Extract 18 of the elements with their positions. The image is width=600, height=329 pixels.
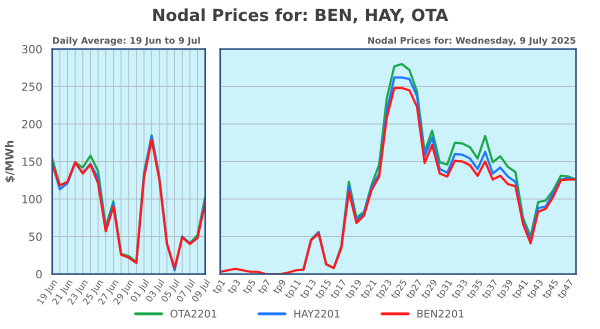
x-tick-label: tp5 xyxy=(242,279,258,296)
text: Nodal Prices for: BEN, HAY, OTA xyxy=(153,8,448,24)
y-tick-label: 50 xyxy=(29,232,42,241)
y-tick-label: 150 xyxy=(22,158,42,166)
y-tick-label: 0 xyxy=(36,270,42,278)
chart-subtitle: Daily Average: 19 Jun to 9 Jul xyxy=(53,36,200,46)
x-tick-label: tp3 xyxy=(227,278,242,296)
x-tick-label: tp1 xyxy=(212,279,227,296)
y-tick-label: 100 xyxy=(22,195,42,204)
chart-subtitle: Nodal Prices for: Wednesday, 9 July 2025 xyxy=(368,36,576,46)
y-tick-label: 200 xyxy=(22,120,42,128)
y-axis-title: $/MWh xyxy=(4,140,16,182)
y-tick-label: 300 xyxy=(22,44,42,54)
legend-label: BEN2201 xyxy=(417,310,464,318)
x-tick-label: tp7 xyxy=(257,279,272,296)
y-tick-label: 250 xyxy=(22,82,42,91)
legend-label: HAY2201 xyxy=(294,310,340,318)
legend-label: OTA2201 xyxy=(170,310,216,318)
